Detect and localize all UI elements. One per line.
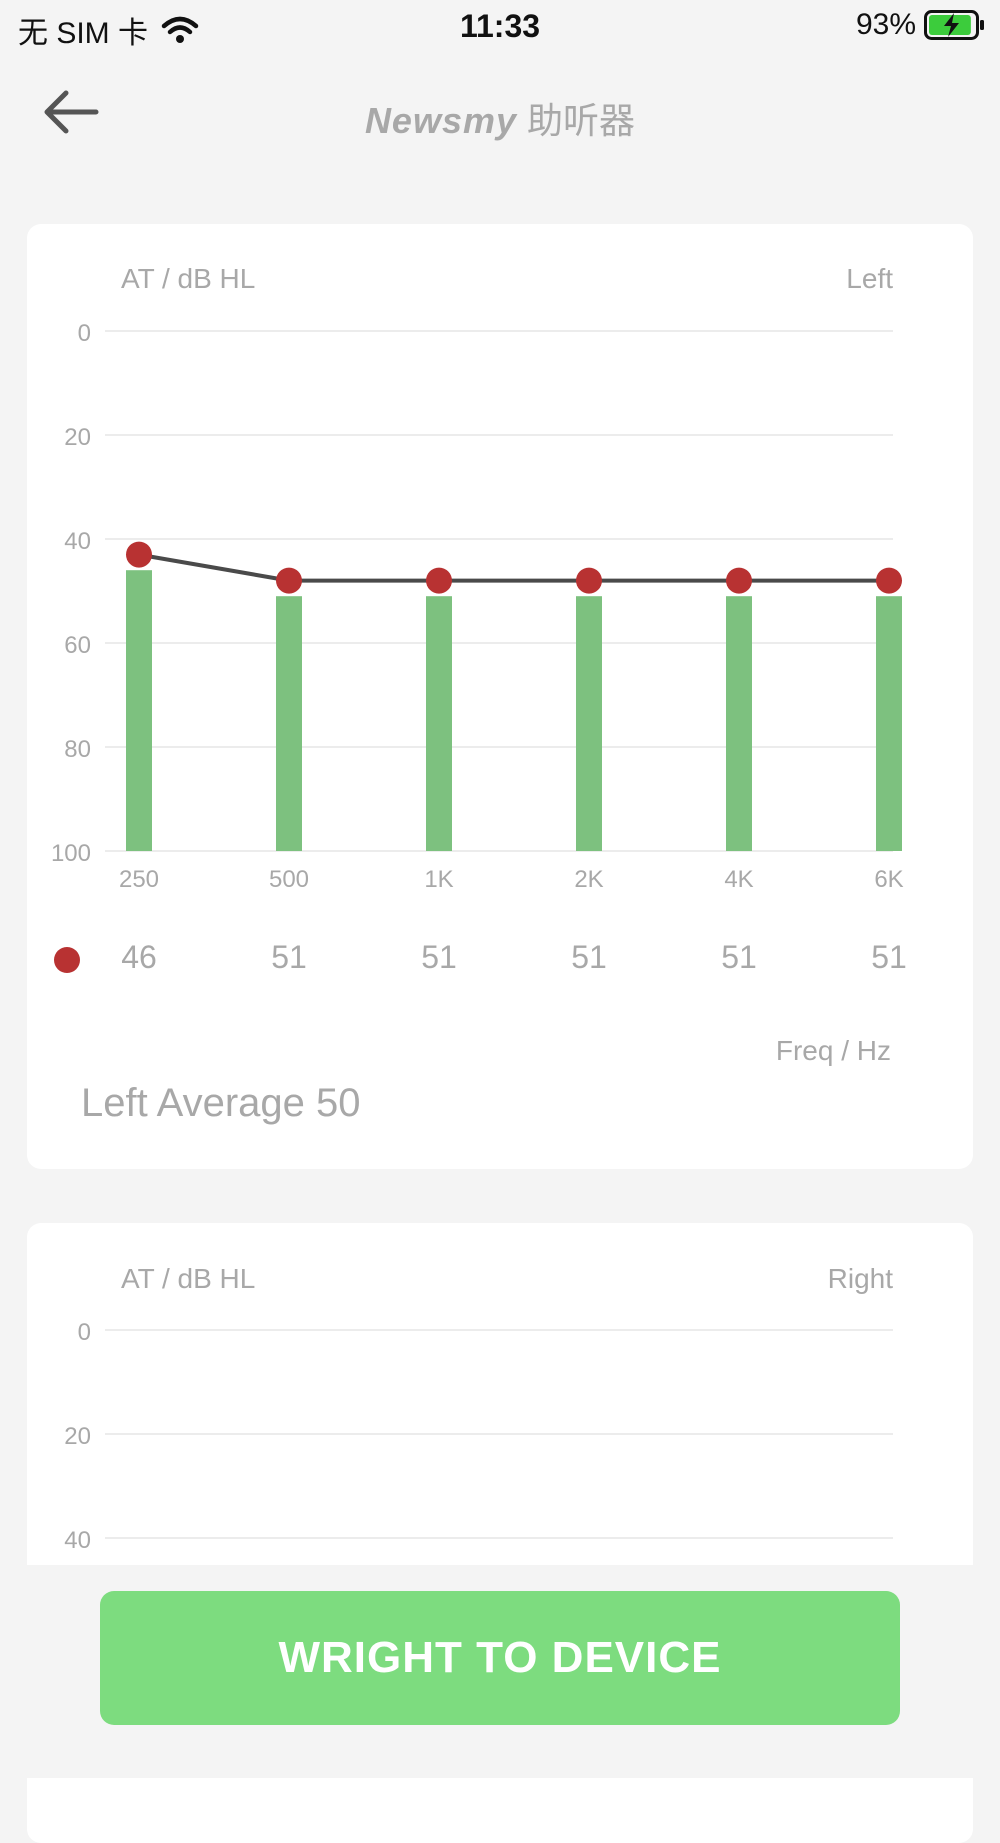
left-bar [726, 596, 752, 851]
left-bar [276, 596, 302, 851]
legend-point-icon [54, 947, 80, 973]
left-bar [126, 570, 152, 851]
left-threshold-point [576, 567, 602, 594]
left-values-row: 46 51 51 51 51 51 [27, 939, 973, 979]
back-button[interactable] [36, 84, 108, 140]
battery-charging-icon [924, 10, 984, 40]
left-threshold-point [126, 541, 152, 568]
left-bar [426, 596, 452, 851]
left-average-label: Left Average 50 [81, 1081, 361, 1125]
right-y-axis-label: AT / dB HL [121, 1263, 255, 1294]
left-threshold-point [426, 567, 452, 594]
right-y-tick-label: 20 [64, 1423, 91, 1450]
left-y-tick-label: 40 [64, 528, 91, 555]
left-value-label: 46 [121, 939, 157, 975]
left-x-axis-label: Freq / Hz [775, 1035, 891, 1066]
left-threshold-point [876, 567, 902, 594]
left-value-label: 51 [271, 939, 307, 975]
battery-percent: 93% [855, 8, 916, 41]
left-x-tick-label: 6K [874, 866, 903, 893]
right-audiogram-chart: AT / dB HL Right 0 20 40 [64, 1263, 894, 1554]
nav-bar: Newsmy 助听器 [0, 70, 1000, 156]
left-value-label: 51 [421, 939, 457, 975]
left-threshold-line [138, 552, 889, 583]
arrow-left-icon [44, 90, 99, 134]
write-to-device-button[interactable]: WRIGHT TO DEVICE [100, 1591, 900, 1725]
left-audiogram-chart: AT / dB HL Left 0 20 40 60 80 100 250 500 1K 2K 4K… [51, 263, 904, 893]
left-value-label: 51 [571, 939, 607, 975]
status-time: 11:33 [459, 8, 541, 44]
right-ear-label: Right [828, 1263, 894, 1294]
left-bar [876, 596, 902, 851]
carrier-label: 无 SIM 卡 [18, 17, 149, 50]
left-value-label: 51 [871, 939, 907, 975]
status-left: 无 SIM 卡 [18, 8, 200, 52]
left-threshold-point [726, 567, 752, 594]
left-y-tick-label: 20 [64, 424, 91, 451]
left-y-tick-label: 60 [64, 632, 91, 659]
left-y-tick-label: 0 [78, 320, 91, 347]
right-y-tick-label: 0 [78, 1319, 91, 1346]
status-bar: 无 SIM 卡 11:33 93% [0, 0, 1000, 56]
left-y-tick-label: 100 [51, 840, 91, 867]
bottom-action-area: WRIGHT TO DEVICE [0, 1565, 1000, 1778]
left-ear-card: AT / dB HL Left 0 20 40 60 80 100 250 500 1K 2K 4K… [27, 224, 973, 1169]
left-x-tick-label: 2K [574, 866, 603, 893]
left-value-label: 51 [721, 939, 757, 975]
status-right: 93% [856, 8, 986, 42]
brand-logo: Newsmy [364, 100, 518, 141]
left-y-tick-label: 80 [64, 736, 91, 763]
left-x-tick-label: 250 [119, 866, 159, 893]
left-ear-label: Left [846, 263, 893, 294]
left-y-axis-label: AT / dB HL [121, 263, 255, 294]
left-threshold-point [276, 567, 302, 594]
page-title-text: 助听器 [527, 100, 636, 141]
left-x-tick-label: 4K [724, 866, 753, 893]
wifi-icon [161, 16, 199, 43]
page-title: Newsmy 助听器 [0, 92, 1000, 144]
left-bar [576, 596, 602, 851]
right-y-tick-label: 40 [64, 1527, 91, 1554]
left-x-tick-label: 1K [424, 866, 453, 893]
left-x-tick-label: 500 [269, 866, 309, 893]
